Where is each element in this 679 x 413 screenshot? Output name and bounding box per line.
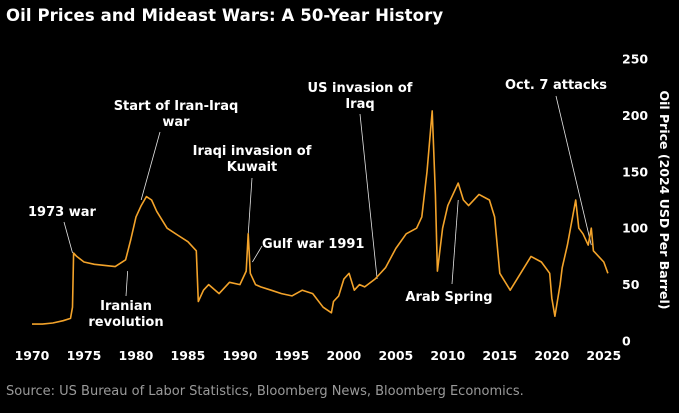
annotation-leader-line bbox=[125, 271, 129, 297]
chart-title: Oil Prices and Mideast Wars: A 50-Year H… bbox=[6, 6, 444, 25]
annotation-leader-line bbox=[63, 221, 73, 254]
y-tick-label: 150 bbox=[622, 164, 648, 179]
source-note: Source: US Bureau of Labor Statistics, B… bbox=[6, 384, 524, 399]
y-tick-label: 250 bbox=[622, 52, 648, 67]
x-tick-label: 1990 bbox=[223, 348, 258, 363]
annotation-leader-line bbox=[140, 131, 161, 201]
annotation-leader-line bbox=[451, 199, 459, 285]
x-tick-label: 1985 bbox=[171, 348, 206, 363]
y-tick-label: 0 bbox=[622, 334, 631, 349]
x-tick-label: 1975 bbox=[67, 348, 102, 363]
annotation-label: Oct. 7 attacks bbox=[505, 78, 607, 93]
annotation-label: Gulf war 1991 bbox=[262, 237, 364, 252]
y-tick-label: 50 bbox=[622, 277, 640, 292]
y-tick-label: 100 bbox=[622, 221, 648, 236]
y-axis-label: Oil Price (2024 USD Per Barrel) bbox=[657, 90, 672, 309]
y-tick-label: 200 bbox=[622, 108, 648, 123]
x-tick-label: 2005 bbox=[378, 348, 413, 363]
x-tick-label: 2010 bbox=[430, 348, 465, 363]
annotation-leader-line bbox=[555, 95, 592, 246]
annotation-label: Iraqi invasion of Kuwait bbox=[193, 144, 312, 175]
x-tick-label: 2025 bbox=[586, 348, 621, 363]
annotation-label: 1973 war bbox=[28, 205, 96, 220]
annotation-label: Iranian revolution bbox=[88, 299, 163, 330]
annotation-leader-line bbox=[252, 245, 263, 263]
x-tick-label: 1970 bbox=[15, 348, 50, 363]
series-line-oil-price bbox=[32, 110, 609, 325]
annotation-leader-line bbox=[359, 113, 378, 280]
x-tick-label: 2020 bbox=[534, 348, 569, 363]
annotation-label: Arab Spring bbox=[405, 290, 492, 305]
annotation-leader-line bbox=[247, 177, 253, 234]
x-tick-label: 2015 bbox=[482, 348, 517, 363]
x-tick-label: 2000 bbox=[326, 348, 361, 363]
annotation-label: Start of Iran-Iraq war bbox=[114, 99, 239, 130]
x-tick-label: 1980 bbox=[119, 348, 154, 363]
x-tick-label: 1995 bbox=[274, 348, 309, 363]
annotation-label: US invasion of Iraq bbox=[308, 81, 413, 112]
